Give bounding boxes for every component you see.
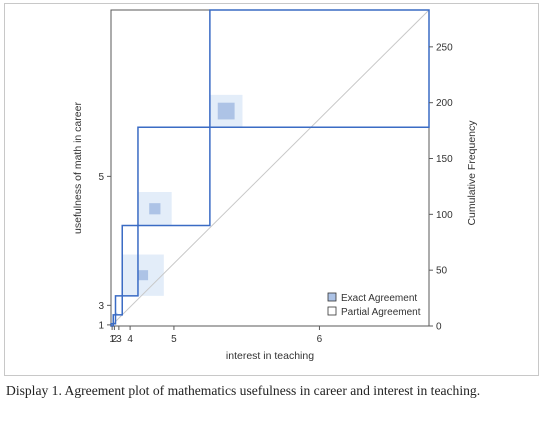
x-axis-title: interest in teaching [226, 350, 314, 362]
y-tick-label: 1 [98, 320, 104, 331]
legend-exact-swatch [327, 292, 337, 302]
figure-frame: 1 2 3 4 5 6 interest in teaching 1 3 5 usefulness … [4, 3, 539, 376]
exact-agreement-square [217, 102, 235, 120]
y2-tick-label: 100 [436, 210, 453, 221]
agreement-rectangle [112, 314, 117, 325]
agreement-rectangle [114, 295, 123, 316]
exact-agreement-square [137, 270, 149, 281]
y-axis-title: usefulness of math in career [72, 102, 84, 234]
y2-tick-label: 200 [436, 98, 453, 109]
y-tick-label: 5 [98, 172, 104, 183]
y2-tick-label: 150 [436, 154, 453, 165]
exact-agreement-square [149, 203, 161, 215]
y2-tick-label: 0 [436, 322, 442, 333]
x-tick-label: 5 [171, 334, 177, 345]
legend-partial-label: Partial Agreement [341, 307, 421, 318]
agreement-rectangle [209, 9, 430, 128]
x-tick-label: 4 [127, 334, 133, 345]
figure-caption: Display 1. Agreement plot of mathematics… [6, 383, 481, 398]
x-tick-label: 1 [109, 334, 115, 345]
y-tick-label: 3 [98, 301, 104, 312]
y2-tick-label: 250 [436, 42, 453, 53]
diagonal-reference-line [110, 9, 430, 327]
agreement-rectangle [121, 224, 139, 297]
y2-axis-title: Cumulative Frequency [466, 120, 478, 226]
x-tick-label: 6 [317, 334, 323, 345]
legend-exact-label: Exact Agreement [341, 293, 417, 304]
exact-agreement-square [116, 313, 118, 315]
y2-tick-label: 50 [436, 266, 448, 277]
x-tick-label: 2 [112, 334, 118, 345]
agreement-rectangle [137, 126, 211, 227]
x-tick-label: 3 [116, 334, 122, 345]
legend-partial-swatch [327, 306, 337, 316]
